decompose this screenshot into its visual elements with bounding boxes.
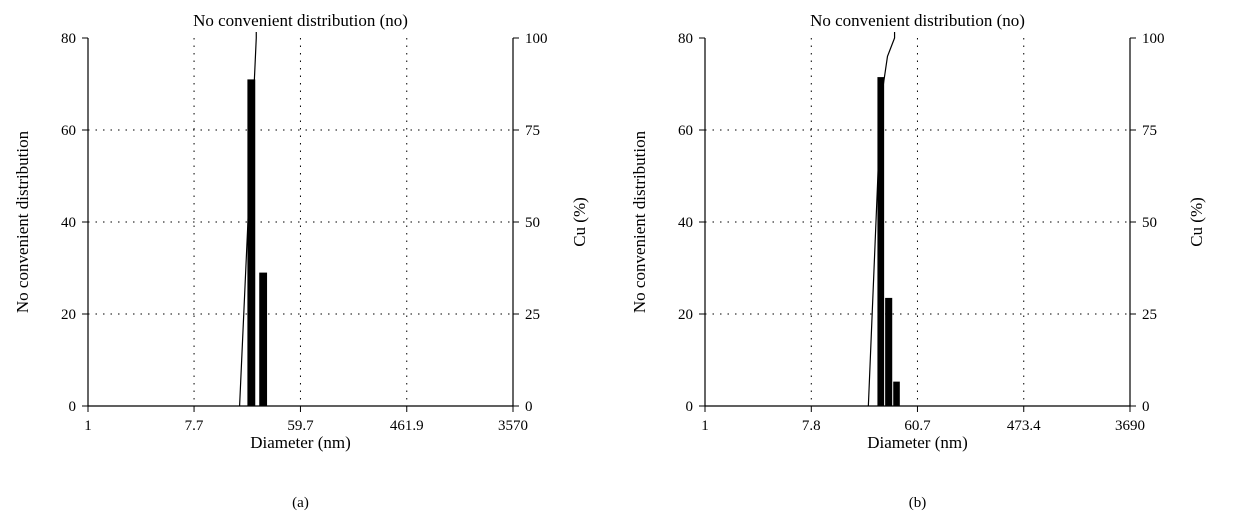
bar: [885, 297, 893, 406]
y-tick-label: 40: [61, 215, 76, 231]
y2-tick-label: 75: [525, 123, 540, 139]
x-tick-label: 7.8: [802, 418, 821, 434]
bar: [247, 79, 256, 407]
y-tick-label: 0: [69, 399, 77, 415]
bar: [877, 77, 885, 406]
chart-title: No convenient distribution (no): [193, 11, 408, 30]
y-tick-label: 60: [61, 123, 76, 139]
grid: [88, 38, 514, 406]
y-tick-label: 80: [678, 31, 693, 47]
x-tick-label: 60.7: [904, 418, 931, 434]
y2-tick-label: 75: [1142, 123, 1157, 139]
y2-tick-label: 50: [1142, 215, 1157, 231]
y-tick-label: 20: [678, 307, 693, 323]
y2-tick-label: 25: [1142, 307, 1157, 323]
y2-tick-label: 25: [525, 307, 540, 323]
y2-tick-label: 0: [1142, 399, 1150, 415]
x-axis-label: Diameter (nm): [250, 433, 351, 452]
grid: [705, 38, 1131, 406]
x-tick-label: 59.7: [287, 418, 314, 434]
y2-axis-label: Cu (%): [1187, 197, 1206, 247]
x-axis-label: Diameter (nm): [867, 433, 968, 452]
y-axis-label: No convenient distribution: [13, 130, 32, 313]
y2-tick-label: 0: [525, 399, 533, 415]
x-tick-label: 7.7: [185, 418, 204, 434]
y-axis-label: No convenient distribution: [630, 130, 649, 313]
chart-svg-a: No convenient distribution (no) 0 20 40 60 80…: [13, 11, 589, 511]
y2-tick-label: 100: [1142, 31, 1165, 47]
y2-axis-label: Cu (%): [570, 197, 589, 247]
cumulative-line: [867, 32, 896, 407]
x-tick-label: 3570: [498, 418, 528, 434]
panel-label: (b): [909, 495, 927, 511]
chart-title: No convenient distribution (no): [810, 11, 1025, 30]
y-tick-label: 20: [61, 307, 76, 323]
chart-svg-b: No convenient distribution (no) 0 20 40 60 80…: [630, 11, 1206, 511]
chart-panel-b: No convenient distribution (no) 0 20 40 60 80…: [617, 0, 1234, 518]
bar: [893, 381, 900, 406]
x-tick-label: 3690: [1115, 418, 1145, 434]
x-tick-label: 1: [701, 418, 709, 434]
x-tick-label: 1: [84, 418, 92, 434]
y2-tick-label: 100: [525, 31, 548, 47]
panel-label: (a): [292, 495, 309, 511]
x-tick-label: 473.4: [1007, 418, 1041, 434]
y-tick-label: 80: [61, 31, 76, 47]
y2-tick-label: 50: [525, 215, 540, 231]
y-tick-label: 40: [678, 215, 693, 231]
chart-panel-a: No convenient distribution (no) 0 20 40 60 80…: [0, 0, 617, 518]
bar: [259, 272, 268, 406]
cumulative-line: [238, 32, 257, 407]
x-tick-label: 461.9: [390, 418, 424, 434]
y-tick-label: 0: [686, 399, 694, 415]
y-tick-label: 60: [678, 123, 693, 139]
